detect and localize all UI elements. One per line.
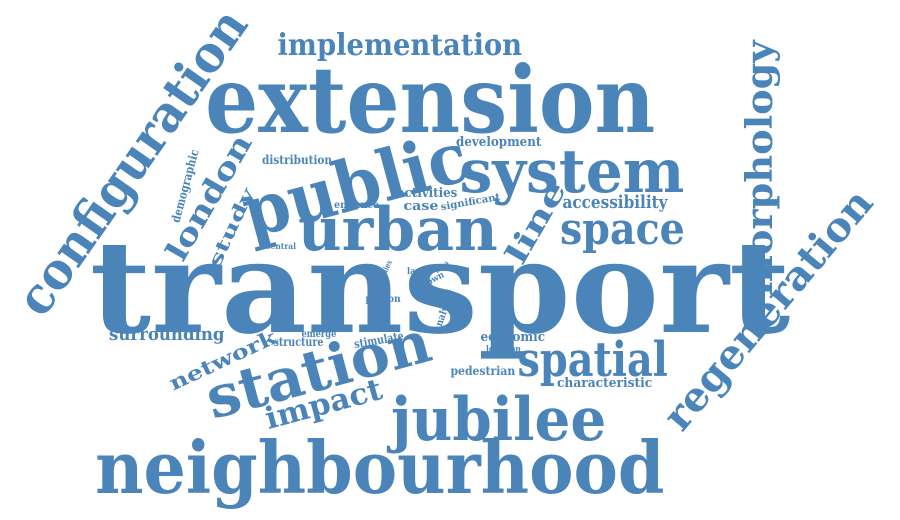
word-case: case xyxy=(403,198,439,214)
word-jubilee: jubilee xyxy=(390,385,606,455)
word-morphology: morphology xyxy=(739,40,782,296)
word-activities: activities xyxy=(397,185,458,201)
word-transport: transport xyxy=(89,213,791,363)
word-economic: economic xyxy=(480,329,546,345)
word-extension: extension xyxy=(205,46,656,154)
word-central: central xyxy=(265,241,296,251)
word-location: location xyxy=(485,344,521,355)
word-implementation: implementation xyxy=(277,28,523,63)
word-pedestrian: pedestrian xyxy=(450,364,516,378)
word-characteristic: characteristic xyxy=(556,375,652,391)
word-structure: structure xyxy=(272,335,323,349)
word-land: land xyxy=(407,266,428,277)
word-spatial: spatial xyxy=(517,332,668,388)
word-development: development xyxy=(455,134,541,150)
word-emerge: emerge xyxy=(301,329,337,340)
word-distribution: distribution xyxy=(262,153,333,167)
word-person: person xyxy=(365,294,401,305)
word-space: space xyxy=(559,204,685,255)
word-system: system xyxy=(459,137,685,207)
word-enhance: enhance xyxy=(333,200,379,211)
word-urban: urban xyxy=(298,195,498,265)
word-result: result xyxy=(426,287,452,297)
word-neighbourhood: neighbourhood xyxy=(95,425,665,510)
word-surrounding: surrounding xyxy=(108,324,224,345)
word-accessibility: accessibility xyxy=(562,192,668,213)
